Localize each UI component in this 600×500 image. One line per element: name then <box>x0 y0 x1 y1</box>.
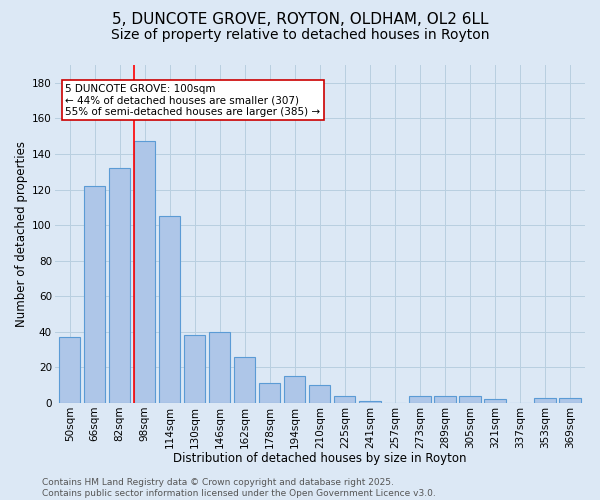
Bar <box>184 336 205 403</box>
Bar <box>434 396 455 403</box>
Bar <box>134 142 155 403</box>
Y-axis label: Number of detached properties: Number of detached properties <box>15 141 28 327</box>
Bar <box>334 396 355 403</box>
Text: 5, DUNCOTE GROVE, ROYTON, OLDHAM, OL2 6LL: 5, DUNCOTE GROVE, ROYTON, OLDHAM, OL2 6L… <box>112 12 488 28</box>
Bar <box>159 216 181 403</box>
Bar <box>209 332 230 403</box>
Bar <box>460 396 481 403</box>
Bar <box>359 401 380 403</box>
Bar <box>535 398 556 403</box>
Bar <box>84 186 106 403</box>
Bar <box>109 168 130 403</box>
X-axis label: Distribution of detached houses by size in Royton: Distribution of detached houses by size … <box>173 452 467 465</box>
Bar <box>259 384 280 403</box>
Bar <box>284 376 305 403</box>
Bar <box>59 337 80 403</box>
Bar <box>234 356 256 403</box>
Bar <box>484 400 506 403</box>
Bar <box>409 396 431 403</box>
Text: Size of property relative to detached houses in Royton: Size of property relative to detached ho… <box>111 28 489 42</box>
Bar <box>559 398 581 403</box>
Bar <box>309 385 331 403</box>
Text: 5 DUNCOTE GROVE: 100sqm
← 44% of detached houses are smaller (307)
55% of semi-d: 5 DUNCOTE GROVE: 100sqm ← 44% of detache… <box>65 84 320 117</box>
Text: Contains HM Land Registry data © Crown copyright and database right 2025.
Contai: Contains HM Land Registry data © Crown c… <box>42 478 436 498</box>
